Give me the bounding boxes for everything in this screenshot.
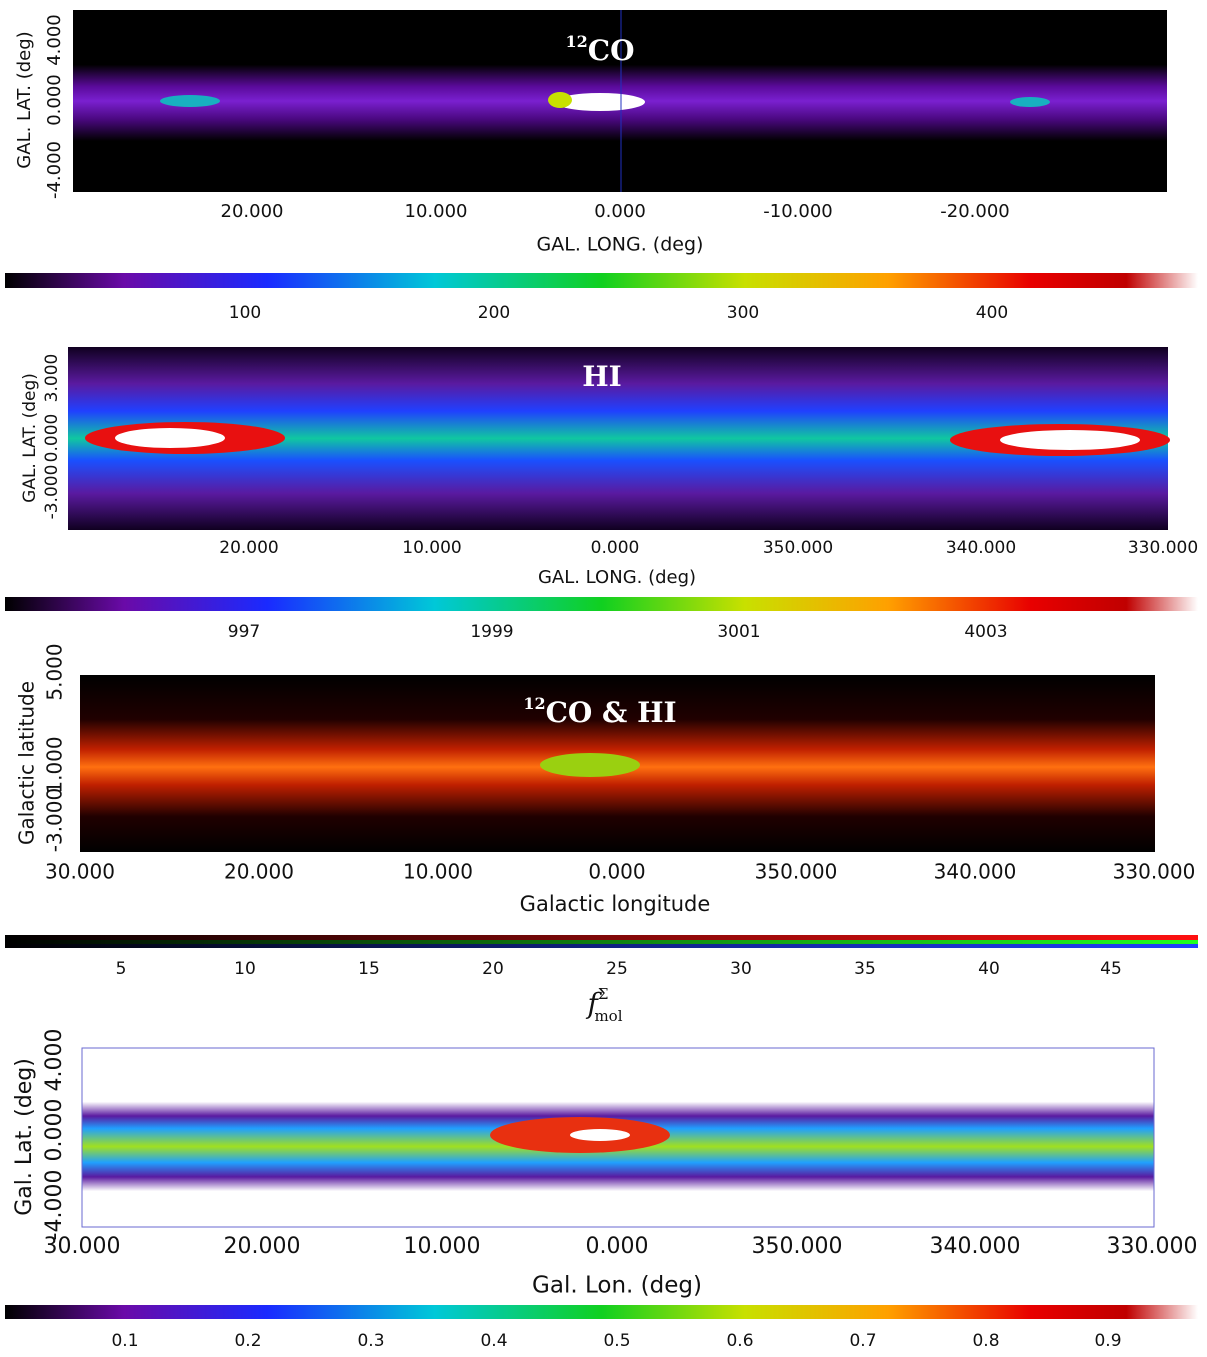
colorbar-tick-label: 997 — [228, 622, 260, 642]
x-tick-label: 340.000 — [934, 860, 1017, 884]
colorbar-tick-label: 35 — [854, 959, 876, 979]
title-superscript: 12 — [566, 32, 588, 51]
y-axis-label: GAL. LAT. (deg) — [20, 373, 40, 503]
colorbar-tick-label: 300 — [727, 303, 759, 323]
x-tick-label: 0.000 — [591, 538, 640, 558]
colorbar-tick-label: 200 — [478, 303, 510, 323]
x-tick-label: 20.000 — [221, 201, 284, 222]
x-tick-label: -10.000 — [763, 201, 832, 222]
y-tick-label: 0.000 — [42, 1099, 67, 1162]
colorbar-tick-label: 0.5 — [603, 1331, 630, 1351]
x-tick-label: 30.000 — [44, 1234, 121, 1259]
y-tick-label: -3.000 — [43, 788, 67, 852]
colorbar-tick-label: 5 — [116, 959, 127, 979]
x-tick-label: 340.000 — [930, 1234, 1021, 1259]
x-tick-label: 330.000 — [1107, 1234, 1198, 1259]
y-axis-label: Gal. Lat. (deg) — [12, 1058, 37, 1216]
title-subscript: mol — [594, 1007, 622, 1025]
x-tick-label: 10.000 — [403, 860, 473, 884]
y-axis-label: Galactic latitude — [15, 681, 39, 845]
x-tick-label: 20.000 — [224, 1234, 301, 1259]
x-tick-label: 0.000 — [594, 201, 646, 222]
map-images — [68, 10, 1170, 1228]
y-tick-label: -4.000 — [44, 141, 65, 199]
colorbar-tick-label: 0.7 — [849, 1331, 876, 1351]
colorbar-tick-label: 40 — [978, 959, 1000, 979]
colorbar-tick-label: 400 — [976, 303, 1008, 323]
title-text: CO — [588, 34, 635, 67]
x-tick-label: 10.000 — [402, 538, 461, 558]
colorbar-tick-label: 25 — [606, 959, 628, 979]
y-tick-label: 4.000 — [42, 1029, 67, 1092]
colorbar-tick-label: 1999 — [470, 622, 513, 642]
x-tick-label: 350.000 — [752, 1234, 843, 1259]
title-text: CO & HI — [546, 696, 677, 729]
y-tick-label: 4.000 — [44, 14, 65, 66]
x-tick-label: 350.000 — [755, 860, 838, 884]
x-tick-label: 20.000 — [219, 538, 278, 558]
colorbar-tick-label: 20 — [482, 959, 504, 979]
colorbar-tick-label: 4003 — [964, 622, 1007, 642]
y-axis-label: GAL. LAT. (deg) — [14, 31, 35, 168]
x-tick-label: 30.000 — [45, 860, 115, 884]
panel-title: 12CO & HI — [523, 694, 676, 729]
colorbar-tick-label: 15 — [358, 959, 380, 979]
panel-title: fΣ mol — [585, 985, 622, 1025]
x-axis-label: GAL. LONG. (deg) — [537, 234, 704, 256]
colorbar-tick-label: 0.8 — [972, 1331, 999, 1351]
y-tick-label: 0.000 — [42, 414, 62, 463]
y-tick-label: 3.000 — [42, 354, 62, 403]
colorbar-tick-label: 10 — [234, 959, 256, 979]
x-tick-label: 0.000 — [586, 1234, 649, 1259]
x-tick-label: 330.000 — [1128, 538, 1198, 558]
x-tick-label: 20.000 — [224, 860, 294, 884]
x-axis-label: Gal. Lon. (deg) — [532, 1273, 702, 1299]
y-tick-label: 0.000 — [44, 74, 65, 126]
x-tick-label: 330.000 — [1113, 860, 1196, 884]
x-axis-label: Galactic longitude — [520, 892, 711, 916]
colorbar-tick-label: 0.4 — [480, 1331, 507, 1351]
y-tick-label: -4.000 — [42, 1170, 67, 1241]
x-tick-label: 0.000 — [588, 860, 645, 884]
colorbar-tick-label: 45 — [1100, 959, 1122, 979]
x-tick-label: 350.000 — [763, 538, 833, 558]
y-tick-label: 1.000 — [43, 736, 67, 793]
x-tick-label: 10.000 — [405, 201, 468, 222]
colorbar-tick-label: 0.1 — [111, 1331, 138, 1351]
x-tick-label: 10.000 — [404, 1234, 481, 1259]
y-tick-label: -3.000 — [42, 465, 62, 520]
colorbar-tick-label: 0.6 — [726, 1331, 753, 1351]
x-axis-label: GAL. LONG. (deg) — [538, 567, 696, 588]
title-text: HI — [582, 360, 622, 393]
x-tick-label: -20.000 — [940, 201, 1009, 222]
colorbar-tick-label: 30 — [730, 959, 752, 979]
panel-title: HI — [582, 360, 622, 393]
y-tick-label: 5.000 — [43, 643, 67, 700]
colorbar-tick-label: 0.9 — [1094, 1331, 1121, 1351]
panel-title: 12CO — [566, 32, 635, 67]
title-superscript: 12 — [523, 694, 545, 713]
colorbar-tick-label: 3001 — [717, 622, 760, 642]
colorbar-tick-label: 0.2 — [234, 1331, 261, 1351]
colorbars — [5, 273, 1198, 1319]
colorbar-tick-label: 100 — [229, 303, 261, 323]
x-tick-label: 340.000 — [946, 538, 1016, 558]
colorbar-tick-label: 0.3 — [357, 1331, 384, 1351]
title-superscript: Σ — [598, 985, 609, 1003]
